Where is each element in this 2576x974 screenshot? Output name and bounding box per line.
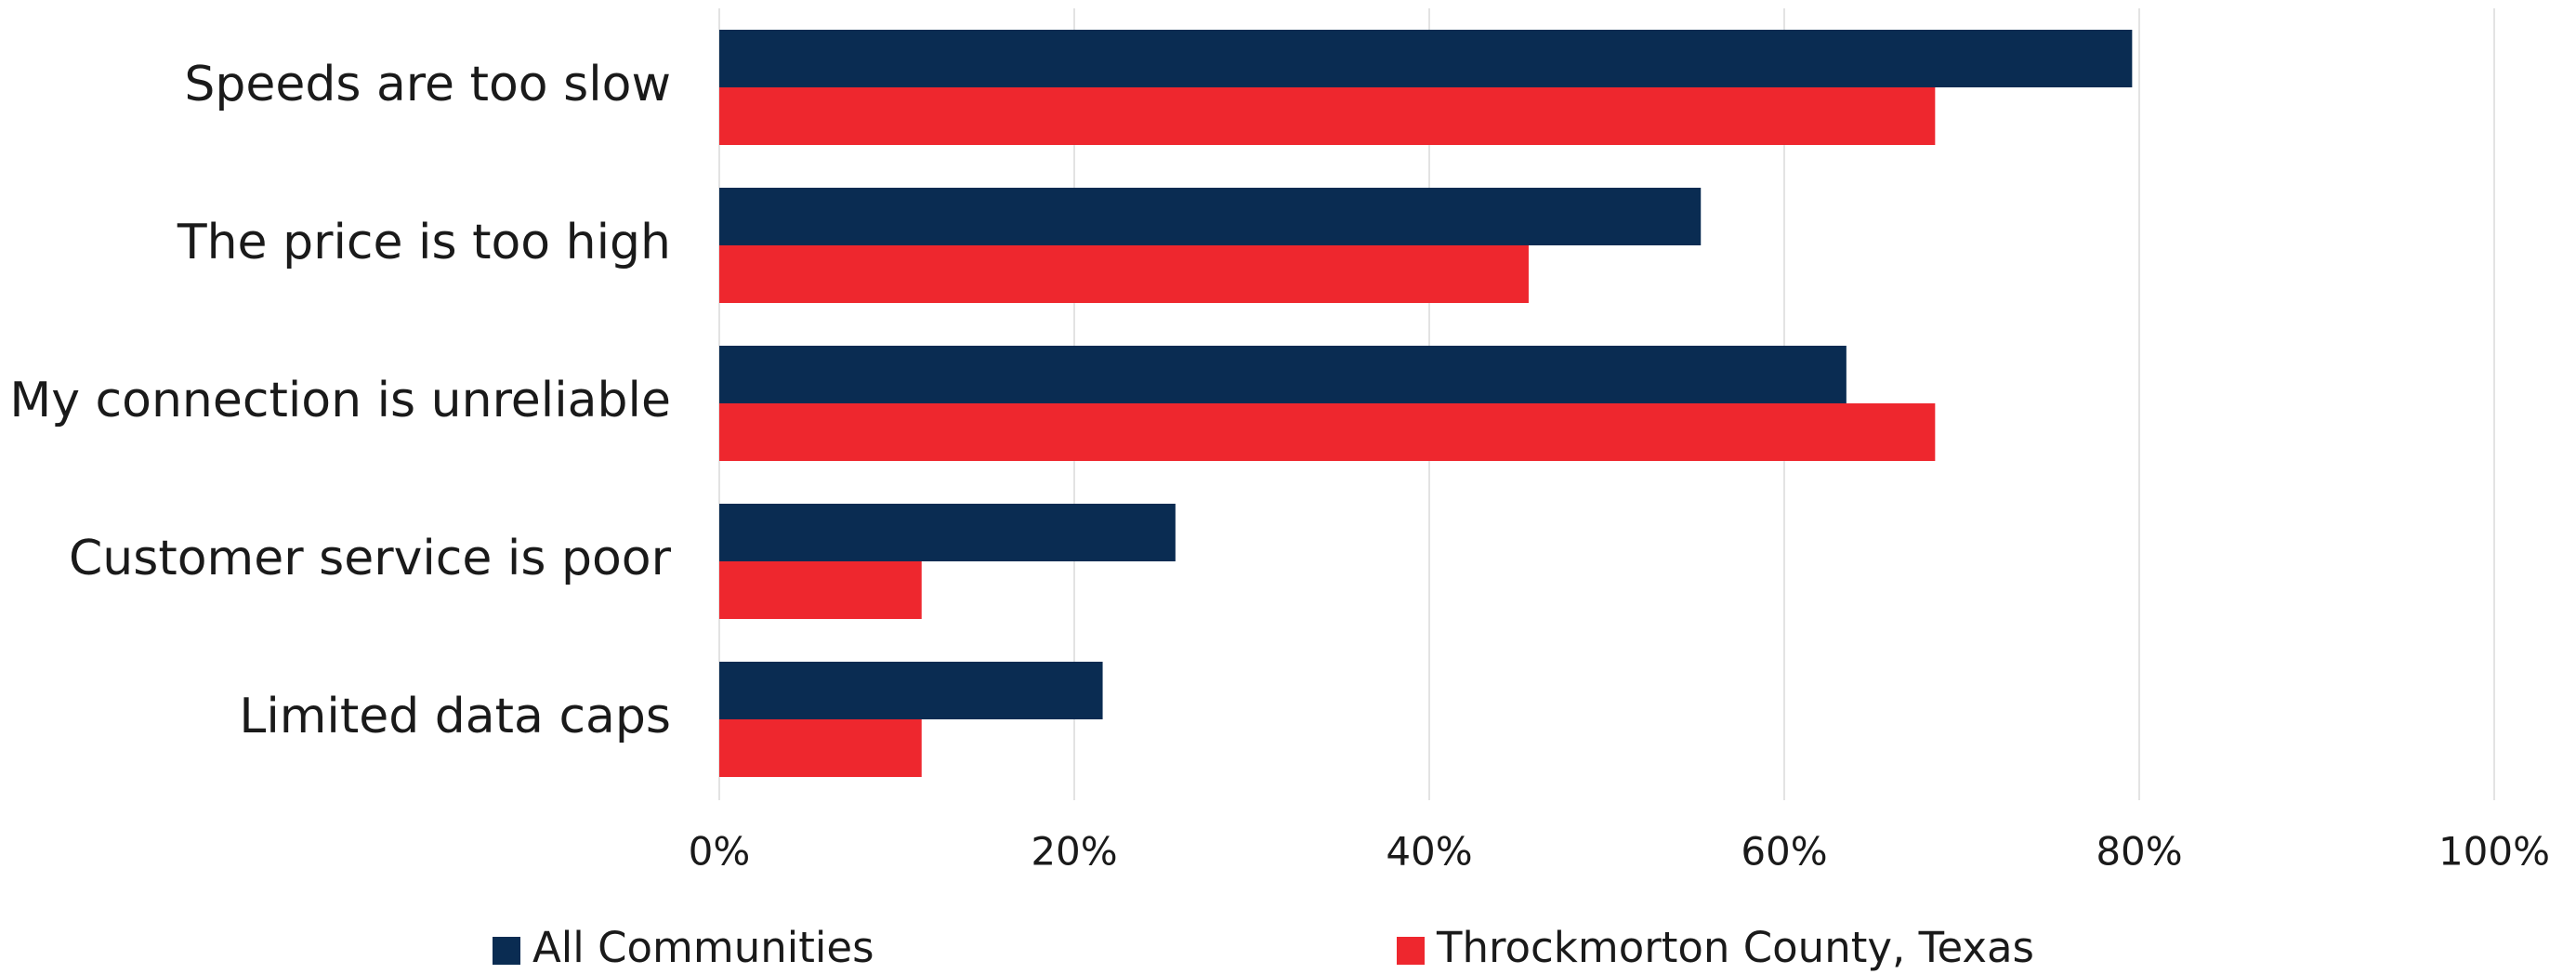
y-tick-label: Customer service is poor bbox=[69, 531, 672, 586]
x-tick-label: 100% bbox=[2438, 829, 2550, 875]
bar bbox=[719, 245, 1529, 303]
y-tick-label: Speeds are too slow bbox=[184, 57, 671, 112]
x-tick-label: 40% bbox=[1386, 829, 1472, 875]
bar bbox=[719, 346, 1847, 403]
bar bbox=[719, 403, 1936, 461]
y-tick-label: The price is too high bbox=[177, 215, 671, 270]
y-tick-label: Limited data caps bbox=[239, 689, 671, 744]
x-tick-label: 0% bbox=[689, 829, 751, 875]
y-tick-label: My connection is unreliable bbox=[9, 373, 671, 428]
x-tick-label: 80% bbox=[2096, 829, 2182, 875]
bar bbox=[719, 504, 1176, 561]
legend-label: Throckmorton County, Texas bbox=[1436, 923, 2034, 972]
x-tick-label: 20% bbox=[1031, 829, 1117, 875]
bar bbox=[719, 561, 922, 619]
bar bbox=[719, 30, 2133, 87]
legend-swatch bbox=[1397, 937, 1425, 965]
bar bbox=[719, 87, 1936, 145]
bar bbox=[719, 188, 1702, 245]
x-tick-label: 60% bbox=[1741, 829, 1827, 875]
legend-label: All Communities bbox=[532, 923, 874, 972]
bar bbox=[719, 719, 922, 777]
bar bbox=[719, 662, 1103, 719]
legend-swatch bbox=[493, 937, 520, 965]
